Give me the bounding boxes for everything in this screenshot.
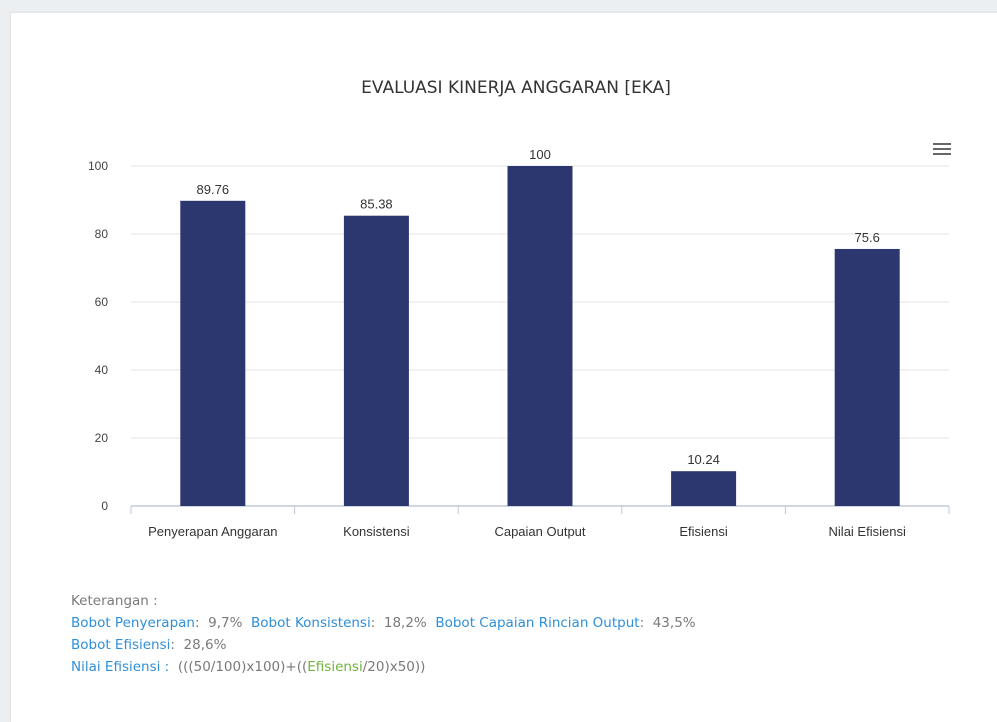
bar[interactable] — [671, 471, 737, 506]
bar[interactable] — [834, 248, 900, 506]
bobot-konsistensi-label: Bobot Konsistensi — [251, 615, 371, 631]
bobot-efisiensi-value: 28,6% — [183, 637, 227, 653]
formula-prefix: (((50/100)x100)+(( — [177, 659, 308, 675]
y-tick-label: 60 — [95, 295, 109, 309]
category-label: Penyerapan Anggaran — [148, 524, 277, 539]
category-label: Efisiensi — [679, 524, 728, 539]
bar[interactable] — [507, 166, 573, 506]
bobot-capaian-label: Bobot Capaian Rincian Output — [435, 615, 640, 631]
category-label: Capaian Output — [494, 524, 585, 539]
data-label: 85.38 — [360, 197, 393, 212]
category-label: Konsistensi — [343, 524, 410, 539]
chart-title: EVALUASI KINERJA ANGGARAN [EKA] — [361, 78, 671, 98]
chart-card: EVALUASI KINERJA ANGGARAN [EKA] 0 20 40 60 8… — [10, 12, 997, 722]
formula-row: Nilai Efisiensi : (((50/100)x100)+((Efis… — [71, 656, 971, 678]
bobot-capaian-value: 43,5% — [652, 615, 696, 631]
hamburger-menu-icon[interactable] — [931, 139, 955, 159]
x-axis: Penyerapan Anggaran Konsistensi Capaian Ou… — [130, 506, 950, 539]
bobot-konsistensi-value: 18,2% — [383, 615, 427, 631]
formula-suffix: /20)x50)) — [362, 659, 426, 675]
bar-chart: EVALUASI KINERJA ANGGARAN [EKA] 0 20 40 60 8… — [88, 78, 955, 539]
data-labels: 89.76 85.38 100 10.24 75.6 — [197, 147, 880, 467]
y-tick-label: 40 — [95, 363, 109, 377]
data-label: 10.24 — [687, 452, 720, 467]
bobot-efisiensi-label: Bobot Efisiensi — [71, 637, 171, 653]
bar[interactable] — [180, 200, 246, 507]
nilai-efisiensi-label: Nilai Efisiensi : — [71, 659, 170, 675]
notes-heading-text: Keterangan : — [71, 593, 158, 609]
formula-highlight: Efisiensi — [307, 659, 363, 675]
data-label: 89.76 — [197, 182, 230, 197]
bobot-penyerapan-value: 9,7% — [208, 615, 243, 631]
notes-section: Keterangan : Bobot Penyerapan: 9,7% Bobo… — [71, 590, 971, 678]
y-axis: 0 20 40 60 80 100 — [88, 159, 949, 513]
data-label: 75.6 — [855, 230, 880, 245]
bar[interactable] — [343, 215, 409, 506]
weights-row-2: Bobot Efisiensi: 28,6% — [71, 637, 227, 653]
bobot-penyerapan-label: Bobot Penyerapan — [71, 615, 195, 631]
y-tick-label: 100 — [88, 159, 108, 173]
y-tick-label: 80 — [95, 227, 109, 241]
y-tick-label: 20 — [95, 431, 109, 445]
bars — [180, 166, 900, 507]
data-label: 100 — [529, 147, 551, 162]
category-label: Nilai Efisiensi — [829, 524, 906, 539]
y-tick-label: 0 — [101, 499, 108, 513]
weights-row-1: Bobot Penyerapan: 9,7% Bobot Konsistensi… — [71, 615, 696, 631]
notes-heading: Keterangan : — [71, 590, 971, 612]
